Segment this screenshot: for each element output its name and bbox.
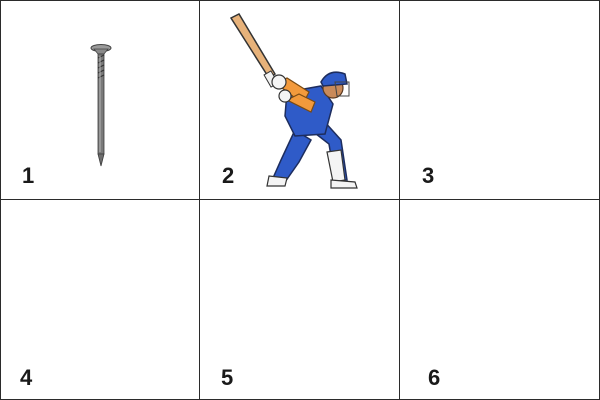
grid-border-left <box>0 0 1 400</box>
grid-divider-vertical-1 <box>199 0 200 400</box>
cell-number: 1 <box>22 163 35 188</box>
grid-cell-4: 4 <box>0 200 200 400</box>
cell-number: 3 <box>422 163 435 188</box>
cell-number: 5 <box>221 365 234 390</box>
grid-border-top <box>0 0 600 1</box>
cell-number: 2 <box>222 163 235 188</box>
grid-divider-vertical-2 <box>399 0 400 400</box>
grid-divider-horizontal <box>0 199 600 200</box>
nail-icon <box>90 44 112 167</box>
cricket-batsman-icon <box>229 13 358 189</box>
grid-cell-5: 5 <box>200 200 400 400</box>
cell-number: 6 <box>428 365 441 390</box>
cell-number: 4 <box>20 365 33 390</box>
grid-cell-1: 1 <box>0 0 200 200</box>
grid-cell-2: 2 <box>200 0 400 200</box>
grid-cell-3: 3 <box>400 0 600 200</box>
grid-cell-6: 6 <box>400 200 600 400</box>
